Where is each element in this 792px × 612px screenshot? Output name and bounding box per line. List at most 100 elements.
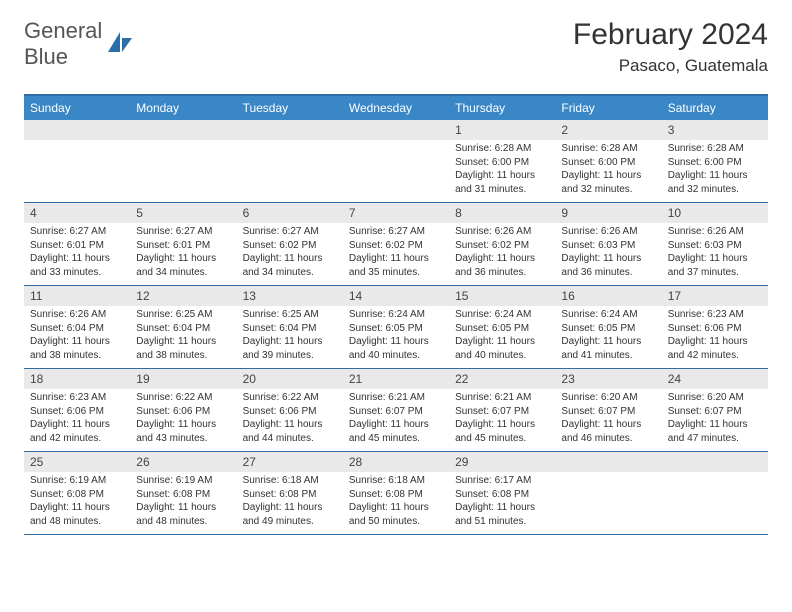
page-header: General Blue February 2024 Pasaco, Guate… xyxy=(24,18,768,76)
calendar-day-cell: 25Sunrise: 6:19 AMSunset: 6:08 PMDayligh… xyxy=(24,452,130,534)
daylight-text: Daylight: 11 hours and 46 minutes. xyxy=(561,418,655,445)
day-number xyxy=(662,452,768,472)
day-number: 22 xyxy=(449,369,555,389)
day-body: Sunrise: 6:18 AMSunset: 6:08 PMDaylight:… xyxy=(343,472,449,534)
calendar-day-cell xyxy=(555,452,661,534)
calendar-day-cell xyxy=(662,452,768,534)
calendar-day-cell: 21Sunrise: 6:21 AMSunset: 6:07 PMDayligh… xyxy=(343,369,449,451)
sunset-text: Sunset: 6:00 PM xyxy=(561,156,655,170)
calendar-day-cell xyxy=(237,120,343,202)
day-body: Sunrise: 6:25 AMSunset: 6:04 PMDaylight:… xyxy=(237,306,343,368)
sunrise-text: Sunrise: 6:24 AM xyxy=(349,308,443,322)
sunrise-text: Sunrise: 6:21 AM xyxy=(455,391,549,405)
day-number: 26 xyxy=(130,452,236,472)
calendar-day-cell: 4Sunrise: 6:27 AMSunset: 6:01 PMDaylight… xyxy=(24,203,130,285)
sunrise-text: Sunrise: 6:17 AM xyxy=(455,474,549,488)
day-number: 1 xyxy=(449,120,555,140)
day-body: Sunrise: 6:24 AMSunset: 6:05 PMDaylight:… xyxy=(343,306,449,368)
sunset-text: Sunset: 6:04 PM xyxy=(243,322,337,336)
calendar-day-cell: 7Sunrise: 6:27 AMSunset: 6:02 PMDaylight… xyxy=(343,203,449,285)
calendar-day-cell: 2Sunrise: 6:28 AMSunset: 6:00 PMDaylight… xyxy=(555,120,661,202)
sunrise-text: Sunrise: 6:28 AM xyxy=(455,142,549,156)
sunset-text: Sunset: 6:05 PM xyxy=(455,322,549,336)
calendar-day-cell: 29Sunrise: 6:17 AMSunset: 6:08 PMDayligh… xyxy=(449,452,555,534)
calendar-day-cell: 27Sunrise: 6:18 AMSunset: 6:08 PMDayligh… xyxy=(237,452,343,534)
day-header-sat: Saturday xyxy=(662,96,768,120)
sunrise-text: Sunrise: 6:24 AM xyxy=(455,308,549,322)
daylight-text: Daylight: 11 hours and 44 minutes. xyxy=(243,418,337,445)
daylight-text: Daylight: 11 hours and 36 minutes. xyxy=(561,252,655,279)
daylight-text: Daylight: 11 hours and 36 minutes. xyxy=(455,252,549,279)
daylight-text: Daylight: 11 hours and 49 minutes. xyxy=(243,501,337,528)
day-body: Sunrise: 6:27 AMSunset: 6:01 PMDaylight:… xyxy=(130,223,236,285)
day-body: Sunrise: 6:24 AMSunset: 6:05 PMDaylight:… xyxy=(555,306,661,368)
sunset-text: Sunset: 6:08 PM xyxy=(30,488,124,502)
daylight-text: Daylight: 11 hours and 40 minutes. xyxy=(455,335,549,362)
day-number xyxy=(555,452,661,472)
day-header-mon: Monday xyxy=(130,96,236,120)
calendar-day-cell: 16Sunrise: 6:24 AMSunset: 6:05 PMDayligh… xyxy=(555,286,661,368)
day-number xyxy=(24,120,130,140)
sunset-text: Sunset: 6:07 PM xyxy=(561,405,655,419)
sunset-text: Sunset: 6:03 PM xyxy=(668,239,762,253)
weeks-container: 1Sunrise: 6:28 AMSunset: 6:00 PMDaylight… xyxy=(24,120,768,535)
day-body xyxy=(343,140,449,196)
day-body: Sunrise: 6:26 AMSunset: 6:03 PMDaylight:… xyxy=(555,223,661,285)
logo-text-general: General xyxy=(24,18,102,43)
day-body: Sunrise: 6:17 AMSunset: 6:08 PMDaylight:… xyxy=(449,472,555,534)
day-body xyxy=(555,472,661,528)
daylight-text: Daylight: 11 hours and 32 minutes. xyxy=(668,169,762,196)
calendar-day-cell: 19Sunrise: 6:22 AMSunset: 6:06 PMDayligh… xyxy=(130,369,236,451)
day-header-sun: Sunday xyxy=(24,96,130,120)
daylight-text: Daylight: 11 hours and 50 minutes. xyxy=(349,501,443,528)
day-number: 6 xyxy=(237,203,343,223)
calendar-day-cell: 12Sunrise: 6:25 AMSunset: 6:04 PMDayligh… xyxy=(130,286,236,368)
day-number: 21 xyxy=(343,369,449,389)
day-body: Sunrise: 6:27 AMSunset: 6:02 PMDaylight:… xyxy=(237,223,343,285)
daylight-text: Daylight: 11 hours and 31 minutes. xyxy=(455,169,549,196)
day-body: Sunrise: 6:19 AMSunset: 6:08 PMDaylight:… xyxy=(24,472,130,534)
sunset-text: Sunset: 6:06 PM xyxy=(243,405,337,419)
daylight-text: Daylight: 11 hours and 51 minutes. xyxy=(455,501,549,528)
day-number: 27 xyxy=(237,452,343,472)
day-body: Sunrise: 6:21 AMSunset: 6:07 PMDaylight:… xyxy=(343,389,449,451)
day-body: Sunrise: 6:28 AMSunset: 6:00 PMDaylight:… xyxy=(555,140,661,202)
day-number xyxy=(130,120,236,140)
daylight-text: Daylight: 11 hours and 47 minutes. xyxy=(668,418,762,445)
calendar-day-cell: 13Sunrise: 6:25 AMSunset: 6:04 PMDayligh… xyxy=(237,286,343,368)
day-header-thu: Thursday xyxy=(449,96,555,120)
calendar-day-cell: 3Sunrise: 6:28 AMSunset: 6:00 PMDaylight… xyxy=(662,120,768,202)
day-body: Sunrise: 6:27 AMSunset: 6:01 PMDaylight:… xyxy=(24,223,130,285)
sunrise-text: Sunrise: 6:28 AM xyxy=(561,142,655,156)
day-number: 8 xyxy=(449,203,555,223)
sunset-text: Sunset: 6:07 PM xyxy=(349,405,443,419)
day-body: Sunrise: 6:19 AMSunset: 6:08 PMDaylight:… xyxy=(130,472,236,534)
day-number: 20 xyxy=(237,369,343,389)
daylight-text: Daylight: 11 hours and 48 minutes. xyxy=(30,501,124,528)
sunset-text: Sunset: 6:04 PM xyxy=(30,322,124,336)
sunrise-text: Sunrise: 6:21 AM xyxy=(349,391,443,405)
day-number: 17 xyxy=(662,286,768,306)
calendar-week-row: 1Sunrise: 6:28 AMSunset: 6:00 PMDaylight… xyxy=(24,120,768,203)
daylight-text: Daylight: 11 hours and 32 minutes. xyxy=(561,169,655,196)
day-body: Sunrise: 6:26 AMSunset: 6:02 PMDaylight:… xyxy=(449,223,555,285)
sunset-text: Sunset: 6:06 PM xyxy=(30,405,124,419)
sunset-text: Sunset: 6:05 PM xyxy=(561,322,655,336)
logo: General Blue xyxy=(24,18,134,70)
day-number: 2 xyxy=(555,120,661,140)
day-number: 25 xyxy=(24,452,130,472)
day-header-fri: Friday xyxy=(555,96,661,120)
sunrise-text: Sunrise: 6:25 AM xyxy=(243,308,337,322)
sunset-text: Sunset: 6:01 PM xyxy=(136,239,230,253)
sunset-text: Sunset: 6:00 PM xyxy=(455,156,549,170)
sunrise-text: Sunrise: 6:27 AM xyxy=(349,225,443,239)
day-number xyxy=(343,120,449,140)
daylight-text: Daylight: 11 hours and 42 minutes. xyxy=(30,418,124,445)
daylight-text: Daylight: 11 hours and 34 minutes. xyxy=(136,252,230,279)
sunset-text: Sunset: 6:08 PM xyxy=(349,488,443,502)
day-body: Sunrise: 6:20 AMSunset: 6:07 PMDaylight:… xyxy=(555,389,661,451)
sunrise-text: Sunrise: 6:19 AM xyxy=(30,474,124,488)
day-body: Sunrise: 6:21 AMSunset: 6:07 PMDaylight:… xyxy=(449,389,555,451)
calendar-day-cell: 1 Sunrise: 6:28 AMSunset: 6:00 PMDaylight… xyxy=(449,120,555,202)
calendar-header-row: Sunday Monday Tuesday Wednesday Thursday… xyxy=(24,96,768,120)
